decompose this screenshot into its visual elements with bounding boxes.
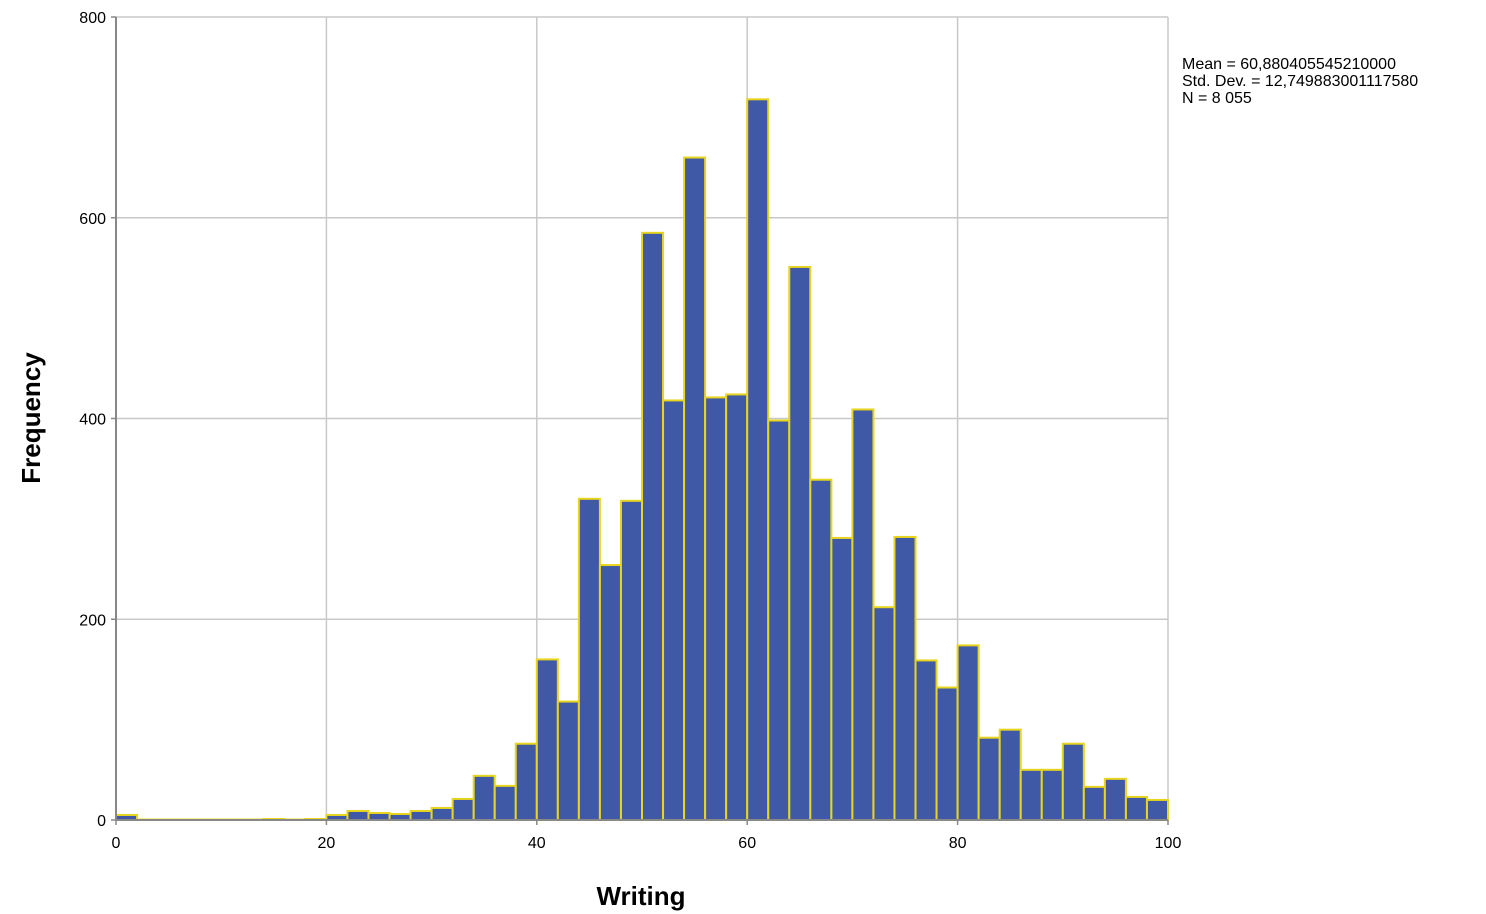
n-stat: N = 8 055	[1182, 90, 1252, 107]
y-tick-labels: 0 200 400 600 800	[79, 10, 106, 830]
axes	[111, 16, 1169, 825]
histogram-bar	[346, 809, 370, 821]
y-tick-label: 800	[79, 10, 106, 27]
histogram-bar	[662, 399, 686, 821]
histogram-bar	[1061, 742, 1085, 822]
y-tick-label: 0	[97, 813, 106, 830]
histogram-bar	[409, 809, 433, 821]
histogram-bar	[1145, 798, 1169, 821]
x-axis-title: Writing	[596, 881, 685, 911]
histogram-bar	[514, 742, 538, 822]
x-tick-label: 100	[1155, 835, 1182, 852]
x-tick-label: 40	[528, 835, 546, 852]
x-tick-label: 0	[112, 835, 121, 852]
histogram-bar	[767, 419, 791, 821]
histogram-bar	[493, 784, 517, 821]
histogram-bar	[851, 408, 875, 821]
histogram-bar	[704, 396, 728, 821]
y-tick-label: 600	[79, 211, 106, 228]
y-axis-title: Frequency	[16, 352, 46, 484]
y-tick-label: 400	[79, 412, 106, 429]
histogram-bar	[872, 606, 896, 822]
mean-stat: Mean = 60,880405545210000	[1182, 56, 1396, 73]
x-tick-label: 80	[949, 835, 967, 852]
histogram-bar	[893, 535, 917, 821]
histogram-bar	[725, 393, 749, 821]
histogram-bar	[788, 265, 812, 821]
x-tick-label: 20	[318, 835, 336, 852]
histogram-bar	[1040, 768, 1064, 821]
histogram-bar	[430, 806, 454, 822]
histogram-bar	[935, 686, 959, 821]
histogram-bar	[1019, 768, 1043, 821]
histogram-bar	[598, 564, 622, 821]
histogram-bar	[1124, 795, 1148, 822]
histogram-bar	[619, 499, 644, 821]
histogram-bar	[367, 811, 391, 822]
histogram-bar	[914, 659, 938, 821]
std-dev-stat: Std. Dev. = 12,749883001117580	[1182, 73, 1419, 90]
histogram-bar	[535, 658, 559, 822]
histogram-bar	[977, 736, 1001, 822]
histogram-bar	[472, 774, 496, 822]
histogram-bar	[451, 797, 475, 822]
x-tick-labels: 0 20 40 60 80 100	[112, 835, 1182, 852]
histogram-bar	[577, 497, 601, 821]
statistics-box: Mean = 60,880405545210000 Std. Dev. = 12…	[1182, 56, 1418, 107]
histogram-bar	[641, 231, 665, 821]
y-tick-label: 200	[79, 612, 106, 629]
histogram-bar	[1082, 785, 1106, 821]
histogram-bar	[1103, 777, 1127, 822]
histogram-bar	[956, 644, 980, 821]
histogram-bar	[809, 478, 833, 821]
x-tick-label: 60	[738, 835, 756, 852]
histogram-bars	[115, 98, 1169, 822]
histogram-bar	[746, 98, 770, 822]
histogram-bar	[556, 700, 580, 821]
histogram-bar	[830, 536, 854, 821]
histogram-bar	[683, 156, 707, 821]
histogram-bar	[998, 728, 1022, 821]
